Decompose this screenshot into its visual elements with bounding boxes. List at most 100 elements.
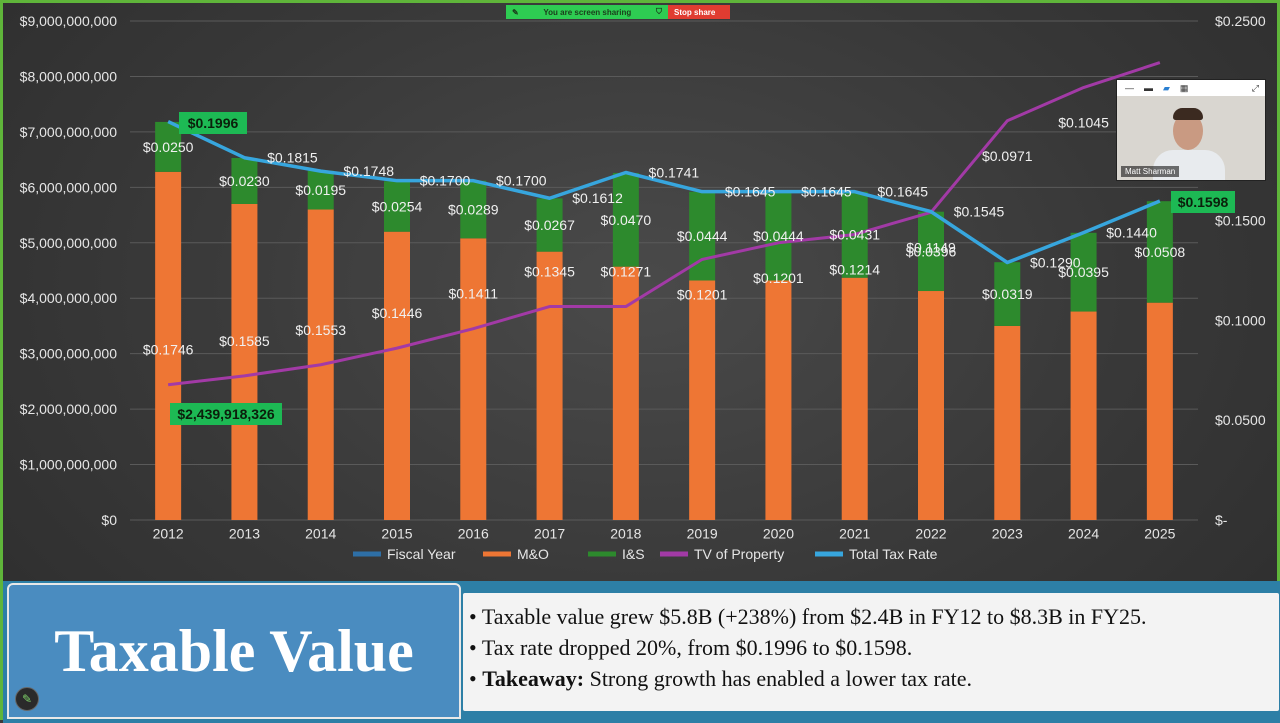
rate-data-label: $0.1612 bbox=[572, 190, 623, 206]
x-tick-label: 2022 bbox=[915, 526, 946, 542]
bar-mo bbox=[384, 231, 410, 520]
y-right-tick-label: $0.0500 bbox=[1215, 412, 1266, 428]
rate-data-label: $0.1815 bbox=[267, 150, 318, 166]
slide-title-box: Taxable Value bbox=[7, 583, 461, 719]
y-left-tick-label: $5,000,000,000 bbox=[20, 235, 118, 251]
x-tick-label: 2019 bbox=[687, 526, 718, 542]
is-data-label: $0.0395 bbox=[1058, 264, 1109, 280]
tax-chart: $0 $1,000,000,000 $2,000,000,000 $3,000,000… bbox=[20, 13, 1266, 562]
rate-data-label: $0.1748 bbox=[343, 163, 394, 179]
bar-mo bbox=[689, 280, 716, 520]
y-right-tick-label: $- bbox=[1215, 512, 1228, 528]
is-data-label: $0.0444 bbox=[753, 228, 804, 244]
y-right-tick-label: $0.2500 bbox=[1215, 13, 1266, 29]
bar-mo bbox=[1146, 302, 1173, 520]
is-data-label: $0.0431 bbox=[829, 227, 880, 243]
is-data-label: $0.0254 bbox=[372, 198, 423, 214]
minimize-icon[interactable]: — bbox=[1125, 83, 1134, 93]
bar-mo bbox=[231, 203, 258, 520]
bullet-item: • Tax rate dropped 20%, from $0.1996 to … bbox=[469, 635, 913, 660]
bar-mo bbox=[460, 238, 487, 520]
is-data-label: $0.0267 bbox=[524, 217, 575, 233]
y-left-tick-label: $6,000,000,000 bbox=[20, 179, 118, 195]
legend-label: I&S bbox=[622, 546, 645, 562]
rate-data-label: $0.1440 bbox=[1106, 225, 1157, 241]
bar-mo bbox=[536, 251, 563, 520]
bar-mo bbox=[1070, 311, 1097, 520]
window-icon[interactable]: ▬ bbox=[1144, 83, 1153, 93]
y-right-tick-label: $0.1000 bbox=[1215, 312, 1266, 328]
rate-last-callout-box bbox=[1171, 191, 1235, 213]
tv-first-callout: $2,439,918,326 bbox=[177, 406, 275, 422]
expand-icon[interactable]: ⤢ bbox=[1251, 82, 1259, 93]
x-tick-label: 2014 bbox=[305, 526, 336, 542]
bullet-item: • Taxable value grew $5.8B (+238%) from … bbox=[469, 604, 1147, 629]
x-tick-label: 2024 bbox=[1068, 526, 1099, 542]
bar-is bbox=[918, 211, 944, 292]
y-left-tick-label: $2,000,000,000 bbox=[20, 401, 118, 417]
bar-mo bbox=[155, 171, 182, 520]
video-tile[interactable]: — ▬ ▰ ▦ ⤢ Matt Sharman bbox=[1116, 79, 1266, 181]
bar-is bbox=[536, 198, 563, 252]
bar-is bbox=[384, 181, 410, 232]
bar-mo bbox=[994, 325, 1021, 520]
x-tick-label: 2016 bbox=[458, 526, 489, 542]
rate-data-label: $0.1700 bbox=[496, 173, 547, 189]
rate-data-label: $0.1645 bbox=[725, 184, 776, 200]
bar-is bbox=[612, 172, 639, 267]
video-toolbar: — ▬ ▰ ▦ ⤢ bbox=[1117, 80, 1265, 96]
is-data-label: $0.0195 bbox=[295, 182, 346, 198]
is-data-label: $0.0319 bbox=[982, 286, 1033, 302]
rate-data-label: $0.1545 bbox=[954, 204, 1005, 220]
stop-label: Stop share bbox=[674, 7, 716, 17]
y-left-tick-label: $9,000,000,000 bbox=[20, 13, 118, 29]
mo-data-label: $0.1271 bbox=[601, 264, 652, 280]
bar-is bbox=[155, 121, 182, 172]
bullet-text: Taxable value grew $5.8B (+238%) from $2… bbox=[481, 604, 1147, 629]
bar-mo bbox=[841, 277, 868, 520]
screen-share-bar: ✎ You are screen sharing ⛉ Stop share bbox=[506, 5, 730, 19]
y-left-tick-label: $7,000,000,000 bbox=[20, 124, 118, 140]
x-tick-label: 2013 bbox=[229, 526, 260, 542]
mo-data-label: $0.0971 bbox=[982, 148, 1033, 164]
annotate-pen-icon[interactable]: ✎ bbox=[15, 687, 39, 711]
bar-is bbox=[1146, 201, 1173, 303]
y-left-tick-label: $4,000,000,000 bbox=[20, 290, 118, 306]
speaker-view-icon[interactable]: ▰ bbox=[1163, 82, 1170, 93]
stop-share-button[interactable]: Stop share bbox=[668, 5, 730, 19]
rate-first-callout: $0.1996 bbox=[188, 115, 239, 131]
bullet-text: Strong growth has enabled a lower tax ra… bbox=[584, 666, 973, 691]
mo-data-label: $0.1045 bbox=[1058, 115, 1109, 131]
participant-name: Matt Sharman bbox=[1121, 166, 1180, 177]
bar-is bbox=[460, 180, 487, 239]
mo-data-label: $0.1201 bbox=[677, 286, 728, 302]
mo-data-label: $0.1149 bbox=[906, 239, 956, 255]
legend-label: Fiscal Year bbox=[387, 546, 456, 562]
rate-data-label: $0.1645 bbox=[801, 184, 852, 200]
person-hair bbox=[1173, 108, 1203, 120]
mo-data-label: $0.1201 bbox=[753, 270, 804, 286]
sharing-indicator[interactable]: ✎ You are screen sharing ⛉ bbox=[506, 5, 668, 19]
bullet-prefix: Takeaway: bbox=[482, 666, 585, 691]
bar-is bbox=[1070, 232, 1097, 312]
bar-mo bbox=[918, 291, 944, 520]
grid-view-icon[interactable]: ▦ bbox=[1179, 82, 1189, 93]
tv-first-callout-box bbox=[170, 403, 282, 425]
bar-mo bbox=[765, 280, 792, 520]
is-data-label: $0.0230 bbox=[219, 173, 270, 189]
bar-is bbox=[231, 157, 258, 204]
legend-label: M&O bbox=[517, 546, 549, 562]
bullet-text: Tax rate dropped 20%, from $0.1996 to $0… bbox=[481, 635, 913, 660]
x-tick-label: 2025 bbox=[1144, 526, 1175, 542]
rate-last-callout: $0.1598 bbox=[1178, 194, 1229, 210]
x-tick-label: 2012 bbox=[153, 526, 184, 542]
mo-data-label: $0.1746 bbox=[143, 342, 194, 358]
rate-first-callout-box bbox=[179, 112, 247, 134]
bullet-list: • Taxable value grew $5.8B (+238%) from … bbox=[463, 593, 1279, 711]
x-tick-label: 2023 bbox=[992, 526, 1023, 542]
x-tick-label: 2017 bbox=[534, 526, 565, 542]
mo-data-label: $0.1345 bbox=[524, 264, 575, 280]
shield-icon: ⛉ bbox=[656, 7, 662, 16]
slide-title: Taxable Value bbox=[54, 617, 414, 684]
